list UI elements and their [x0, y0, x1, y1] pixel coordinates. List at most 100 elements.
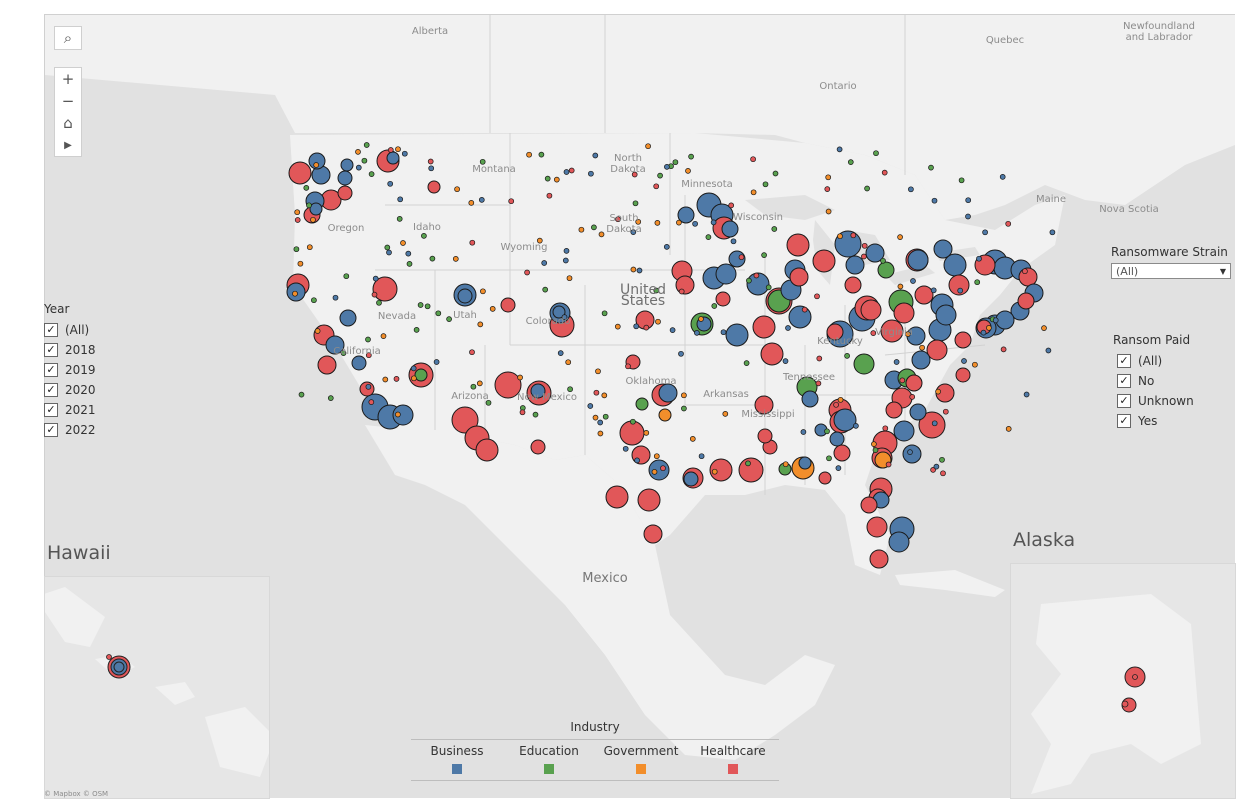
incident-bubble [1017, 292, 1035, 310]
incident-dot [905, 331, 911, 337]
incident-bubble [880, 319, 904, 343]
incident-dot [536, 237, 543, 244]
strain-dropdown[interactable]: (All) ▼ [1111, 263, 1231, 279]
incident-dot [478, 197, 485, 203]
incident-dot [292, 290, 298, 297]
incident-dot [897, 283, 904, 290]
legend-item[interactable]: Business [411, 744, 503, 774]
checkbox-checked-icon[interactable]: ✓ [1117, 354, 1131, 368]
alaska-inset-map[interactable] [1010, 563, 1236, 799]
incident-bubble [372, 276, 398, 302]
incident-dot [976, 255, 982, 262]
checkbox-checked-icon[interactable]: ✓ [44, 363, 58, 377]
incident-bubble [658, 383, 678, 403]
checkbox-checked-icon[interactable]: ✓ [44, 323, 58, 337]
incident-dot [568, 167, 575, 174]
incident-dot [873, 150, 879, 157]
legend-item-label: Education [519, 744, 579, 758]
legend-item[interactable]: Healthcare [687, 744, 779, 774]
incident-bubble [746, 272, 770, 296]
map-label: Nova Scotia [1099, 204, 1159, 215]
legend-item[interactable]: Government [595, 744, 687, 774]
checkbox-checked-icon[interactable]: ✓ [1117, 394, 1131, 408]
incident-dot [660, 465, 666, 472]
ransom-paid-option[interactable]: ✓ Unknown [1117, 391, 1194, 411]
incident-dot [870, 330, 877, 336]
ransom-paid-option-label: (All) [1138, 354, 1163, 368]
incident-dot [958, 177, 965, 184]
incident-bubble [475, 438, 499, 462]
map-label: Arkansas [703, 389, 749, 400]
incident-dot [765, 284, 772, 291]
incident-bubble [948, 274, 970, 296]
hawaii-inset-map[interactable] [44, 576, 270, 799]
incident-dot [400, 240, 406, 246]
checkbox-checked-icon[interactable]: ✓ [1117, 374, 1131, 388]
incident-dot [485, 399, 492, 406]
zoom-out-button[interactable]: − [61, 92, 75, 110]
incident-dot [376, 299, 382, 306]
ransom-paid-option[interactable]: ✓ Yes [1117, 411, 1194, 431]
home-icon[interactable]: ⌂ [63, 114, 73, 132]
map-label: Colorado [525, 316, 571, 327]
ransom-paid-option[interactable]: ✓ (All) [1117, 351, 1194, 371]
incident-dot [826, 455, 832, 462]
checkbox-checked-icon[interactable]: ✓ [44, 403, 58, 417]
incident-bubble [658, 408, 672, 422]
year-option[interactable]: ✓ 2019 [44, 360, 96, 380]
incident-dot [685, 168, 691, 174]
checkbox-checked-icon[interactable]: ✓ [44, 383, 58, 397]
incident-bubble [909, 403, 927, 421]
incident-dot [942, 408, 949, 415]
incident-dot [526, 151, 532, 158]
incident-dot [361, 157, 368, 164]
incident-dot [885, 461, 892, 468]
incident-dot [722, 411, 729, 417]
year-option[interactable]: ✓ 2021 [44, 400, 96, 420]
checkbox-checked-icon[interactable]: ✓ [44, 343, 58, 357]
map-label: Wyoming [500, 242, 548, 253]
incident-dot [824, 186, 831, 192]
map-label: Arizona [451, 391, 489, 402]
year-option-label: 2022 [65, 423, 96, 437]
incident-bubble [619, 420, 645, 446]
industry-legend: Industry Business Education Government Heal… [411, 720, 779, 781]
incident-bubble [788, 305, 812, 329]
incident-dot [563, 169, 570, 175]
pan-arrow-icon[interactable]: ▶ [64, 139, 72, 151]
incident-dot [368, 399, 375, 405]
year-option[interactable]: ✓ 2020 [44, 380, 96, 400]
checkbox-checked-icon[interactable]: ✓ [1117, 414, 1131, 428]
incident-dot [541, 260, 548, 266]
year-option[interactable]: ✓ (All) [44, 320, 96, 340]
checkbox-checked-icon[interactable]: ✓ [44, 423, 58, 437]
incident-dot [454, 186, 460, 193]
incident-dot [880, 257, 886, 264]
incident-dot [489, 306, 496, 312]
incident-dot [424, 303, 431, 310]
incident-dot [401, 150, 408, 157]
incident-dot [630, 418, 636, 425]
year-option[interactable]: ✓ 2022 [44, 420, 96, 440]
incident-bubble [552, 305, 566, 319]
zoom-in-button[interactable]: + [61, 70, 75, 88]
incident-dot [313, 162, 320, 168]
year-option[interactable]: ✓ 2018 [44, 340, 96, 360]
incident-bubble [715, 291, 731, 307]
incident-bubble [500, 297, 516, 313]
incident-bubble [995, 310, 1015, 330]
map-search-toolbar: ⌕ [54, 26, 82, 50]
incident-dot [974, 279, 981, 286]
incident-dot [421, 233, 427, 239]
year-option-label: (All) [65, 323, 90, 337]
legend-item[interactable]: Education [503, 744, 595, 774]
incident-dot [396, 216, 403, 222]
incident-dot [468, 200, 475, 206]
incident-dot [595, 368, 601, 375]
incident-dot [371, 291, 378, 298]
incident-dot [753, 272, 760, 279]
incident-dot [881, 169, 888, 176]
search-icon[interactable]: ⌕ [63, 29, 73, 47]
incident-dot [382, 376, 389, 383]
ransom-paid-option[interactable]: ✓ No [1117, 371, 1194, 391]
